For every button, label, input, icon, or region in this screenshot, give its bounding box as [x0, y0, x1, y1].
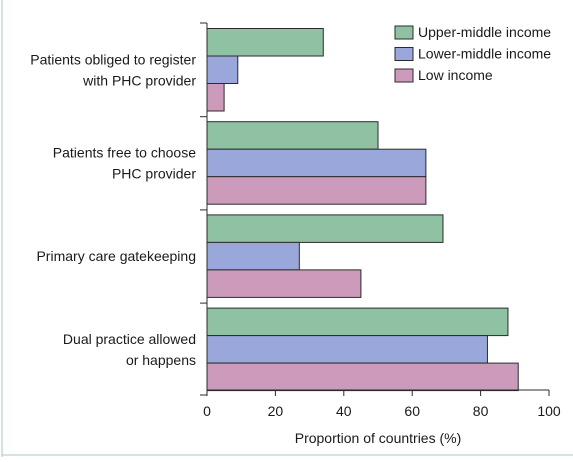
legend-label-3: Low income [418, 67, 493, 83]
legend-swatch-3 [394, 68, 414, 83]
bar-1-1 [206, 28, 324, 57]
bar-2-3 [206, 241, 300, 271]
bar-3-2 [206, 176, 427, 205]
bar-3-3 [206, 269, 362, 298]
x-tick-label-60: 60 [404, 403, 420, 419]
x-tick-label-0: 0 [203, 403, 211, 419]
bars-group [206, 28, 519, 392]
bar-2-4 [206, 335, 488, 364]
x-tick-label-40: 40 [336, 403, 352, 419]
bar-2-1 [206, 55, 239, 84]
legend: Upper-middle income Lower-middle income Lo… [394, 24, 551, 83]
category-label-2-line-2: PHC provider [112, 165, 196, 181]
legend-swatch-2 [394, 47, 414, 61]
bar-3-4 [206, 362, 519, 392]
x-axis-title: Proportion of countries (%) [295, 430, 462, 446]
legend-swatch-1 [394, 25, 414, 40]
bar-3-1 [206, 83, 225, 112]
x-tick-label-20: 20 [268, 403, 284, 419]
bar-1-2 [206, 121, 379, 150]
legend-label-2: Lower-middle income [418, 46, 551, 62]
bar-1-3 [206, 214, 444, 243]
legend-label-1: Upper-middle income [418, 24, 551, 40]
category-label-2-line-1: Patients free to choose [53, 144, 196, 160]
category-label-4-line-1: Dual practice allowed [63, 331, 196, 347]
category-label-1-line-1: Patients obliged to register [30, 51, 196, 67]
category-label-4-line-2: or happens [126, 352, 196, 368]
category-label-3-line-1: Primary care gatekeeping [36, 248, 196, 264]
x-tick-label-100: 100 [537, 403, 561, 419]
category-labels: Patients obliged to register with PHC pro… [30, 51, 196, 368]
x-tick-labels: 0 20 40 60 80 100 [203, 403, 561, 419]
bar-1-4 [206, 307, 509, 337]
x-tick-label-80: 80 [473, 403, 489, 419]
category-label-1-line-2: with PHC provider [82, 72, 196, 88]
bar-2-2 [206, 148, 427, 178]
axes-group [200, 22, 550, 396]
